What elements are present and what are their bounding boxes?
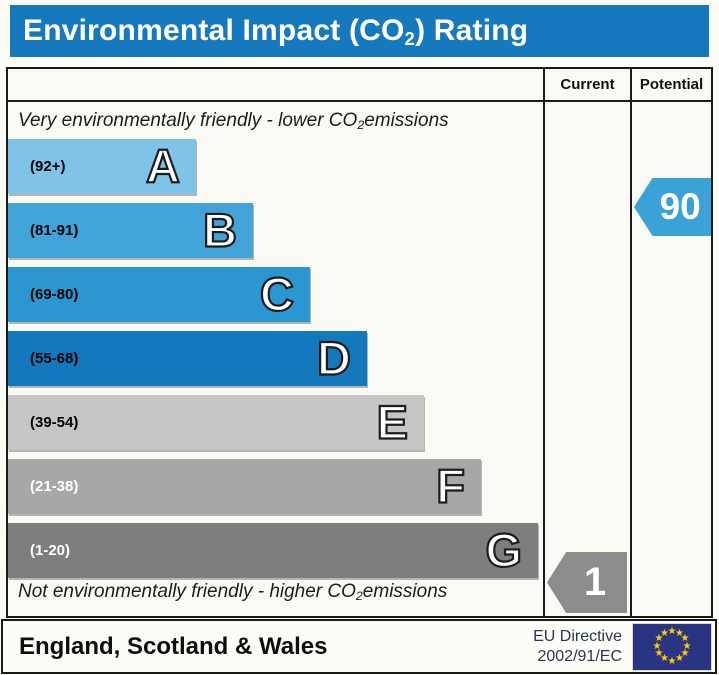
band-g-range: (1-20) (30, 542, 71, 559)
eu-flag-star: ★ (660, 653, 669, 665)
potential-column-header: Potential (639, 76, 704, 93)
footer: England, Scotland & Wales EU Directive 2… (1, 619, 717, 674)
column-divider-current (543, 69, 545, 616)
eu-flag-star: ★ (654, 648, 664, 659)
band-f-range: (21-38) (30, 478, 79, 495)
eu-flag: ★ ★ ★ ★ ★ ★ ★ ★ ★ ★ ★ ★ (632, 622, 712, 671)
eu-flag-star: ★ (680, 633, 690, 644)
band-b-range: (81-91) (30, 222, 79, 239)
eu-directive-label: EU Directive 2002/91/EC (533, 627, 622, 665)
band-c-letter: C (259, 267, 295, 321)
eu-flag-star: ★ (667, 655, 677, 667)
band-e-letter: E (376, 395, 410, 449)
band-g-letter: G (484, 523, 523, 577)
eu-flag-star: ★ (667, 625, 677, 637)
band-f-letter: F (435, 459, 466, 513)
band-f: (21-38) F (8, 459, 481, 514)
eu-flag-star: ★ (682, 640, 692, 652)
eu-flag-star: ★ (680, 648, 690, 659)
band-a: (92+) A (8, 139, 196, 194)
band-a-range: (92+) (30, 158, 66, 175)
title-bar: Environmental Impact (CO2) Rating (10, 5, 709, 57)
band-b-letter: B (202, 203, 238, 257)
region-label: England, Scotland & Wales (19, 632, 328, 660)
current-arrow: 1 (547, 552, 627, 613)
top-note: Very environmentally friendly - lower CO… (18, 110, 449, 132)
potential-value: 90 (659, 186, 701, 227)
band-a-letter: A (145, 139, 181, 193)
band-e-range: (39-54) (30, 414, 79, 431)
eu-flag-star: ★ (654, 633, 664, 644)
band-d-range: (55-68) (30, 350, 79, 367)
eu-flag-star: ★ (660, 627, 669, 639)
band-e: (39-54) E (8, 395, 424, 450)
rating-table: Current Potential Very environmentally f… (6, 67, 713, 618)
column-divider-potential (630, 69, 632, 616)
band-g: (1-20) G (8, 523, 538, 578)
eu-flag-star: ★ (675, 627, 684, 639)
band-b: (81-91) B (8, 203, 253, 258)
page-title: Environmental Impact (CO2) Rating (23, 14, 529, 50)
eu-flag-star: ★ (675, 653, 684, 665)
eu-flag-star: ★ (652, 640, 662, 652)
bottom-note: Not environmentally friendly - higher CO… (18, 581, 448, 603)
band-c-range: (69-80) (30, 286, 79, 303)
current-value: 1 (583, 560, 607, 604)
band-d-letter: D (316, 331, 352, 385)
band-c: (69-80) C (8, 267, 310, 322)
current-column-header: Current (560, 76, 615, 93)
band-d: (55-68) D (8, 331, 367, 386)
potential-arrow: 90 (634, 178, 711, 236)
table-header-row (8, 69, 711, 102)
